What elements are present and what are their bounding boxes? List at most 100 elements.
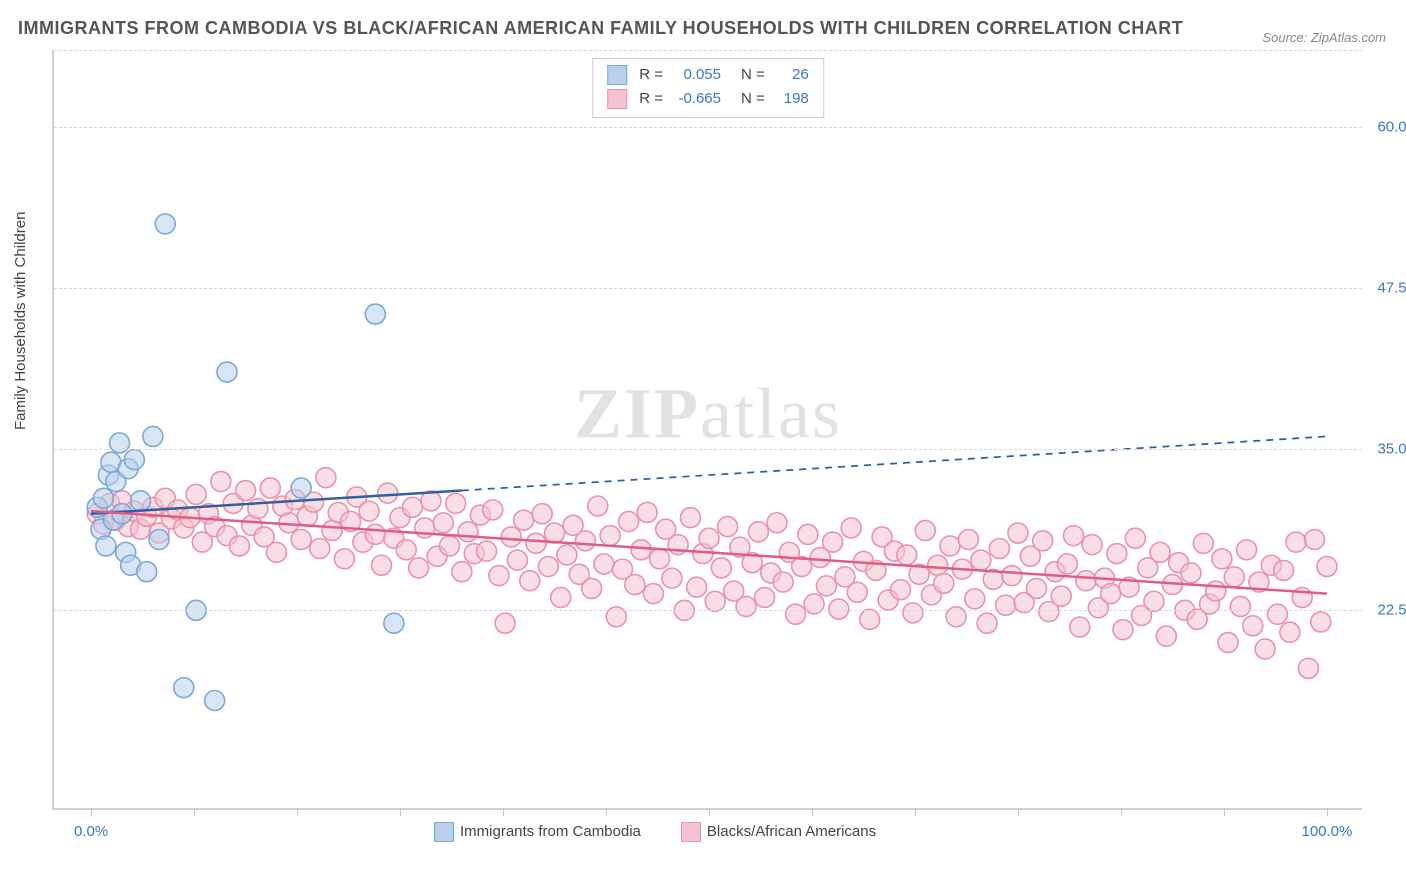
data-point [594, 554, 614, 574]
data-point [891, 580, 911, 600]
data-point [1027, 578, 1047, 598]
data-point [143, 426, 163, 446]
x-tick [709, 808, 710, 816]
data-point [174, 678, 194, 698]
data-point [996, 595, 1016, 615]
data-point [687, 577, 707, 597]
data-point [1051, 586, 1071, 606]
data-point [149, 529, 169, 549]
data-point [124, 450, 144, 470]
x-tick [915, 808, 916, 816]
data-point [1070, 617, 1090, 637]
data-point [483, 500, 503, 520]
y-tick-label: 22.5% [1377, 602, 1406, 619]
data-point [1144, 591, 1164, 611]
gridline-h [54, 288, 1362, 289]
data-point [767, 513, 787, 533]
scatter-svg [54, 50, 1362, 808]
x-tick [194, 808, 195, 816]
data-point [989, 539, 1009, 559]
x-tick [1018, 808, 1019, 816]
data-point [934, 573, 954, 593]
stat-n-value: 26 [773, 63, 809, 87]
data-point [1218, 633, 1238, 653]
data-point [773, 572, 793, 592]
data-point [619, 511, 639, 531]
data-point [551, 587, 571, 607]
legend-swatch [607, 65, 627, 85]
chart-title: IMMIGRANTS FROM CAMBODIA VS BLACK/AFRICA… [18, 18, 1183, 39]
data-point [699, 528, 719, 548]
data-point [1064, 526, 1084, 546]
data-point [520, 571, 540, 591]
data-point [928, 555, 948, 575]
data-point [711, 558, 731, 578]
data-point [1237, 540, 1257, 560]
data-point [514, 510, 534, 530]
data-point [1150, 542, 1170, 562]
x-tick-label: 0.0% [74, 823, 108, 840]
data-point [186, 484, 206, 504]
y-tick-label: 35.0% [1377, 441, 1406, 458]
data-point [557, 545, 577, 565]
data-point [897, 545, 917, 565]
legend-swatch [681, 822, 701, 842]
data-point [291, 478, 311, 498]
data-point [841, 518, 861, 538]
x-tick [297, 808, 298, 816]
data-point [229, 536, 249, 556]
data-point [816, 576, 836, 596]
data-point [718, 517, 738, 537]
data-point [1280, 622, 1300, 642]
data-point [1156, 626, 1176, 646]
data-point [1113, 620, 1133, 640]
data-point [1317, 557, 1337, 577]
data-point [1193, 533, 1213, 553]
data-point [1002, 566, 1022, 586]
data-point [205, 691, 225, 711]
data-point [786, 604, 806, 624]
data-point [93, 488, 113, 508]
data-point [137, 562, 157, 582]
data-point [705, 591, 725, 611]
data-point [798, 524, 818, 544]
data-point [334, 549, 354, 569]
x-tick [1327, 808, 1328, 816]
data-point [940, 536, 960, 556]
data-point [582, 578, 602, 598]
legend-label: Immigrants from Cambodia [460, 823, 641, 840]
legend-swatch [607, 89, 627, 109]
trend-line-dashed [462, 436, 1327, 490]
data-point [433, 513, 453, 533]
data-point [829, 599, 849, 619]
stat-r-label: R = [639, 63, 663, 87]
data-point [507, 550, 527, 570]
plot-area: ZIPatlas R =0.055N =26R =-0.665N =198 Im… [52, 50, 1362, 810]
data-point [1230, 596, 1250, 616]
data-point [847, 582, 867, 602]
data-point [458, 522, 478, 542]
data-point [260, 478, 280, 498]
data-point [359, 501, 379, 521]
data-point [532, 504, 552, 524]
data-point [322, 520, 342, 540]
y-tick-label: 60.0% [1377, 119, 1406, 136]
y-axis-label: Family Households with Children [12, 212, 29, 430]
data-point [637, 502, 657, 522]
data-point [1311, 612, 1331, 632]
data-point [625, 575, 645, 595]
stat-row: R =0.055N =26 [607, 63, 809, 87]
data-point [977, 613, 997, 633]
data-point [365, 304, 385, 324]
data-point [680, 508, 700, 528]
legend-item: Blacks/African Americans [681, 822, 876, 842]
data-point [1076, 571, 1096, 591]
gridline-h [54, 449, 1362, 450]
x-axis-legend: Immigrants from Cambodia Blacks/African A… [434, 822, 876, 842]
data-point [495, 613, 515, 633]
data-point [588, 496, 608, 516]
data-point [600, 526, 620, 546]
data-point [316, 468, 336, 488]
stats-legend: R =0.055N =26R =-0.665N =198 [592, 58, 824, 118]
legend-item: Immigrants from Cambodia [434, 822, 641, 842]
